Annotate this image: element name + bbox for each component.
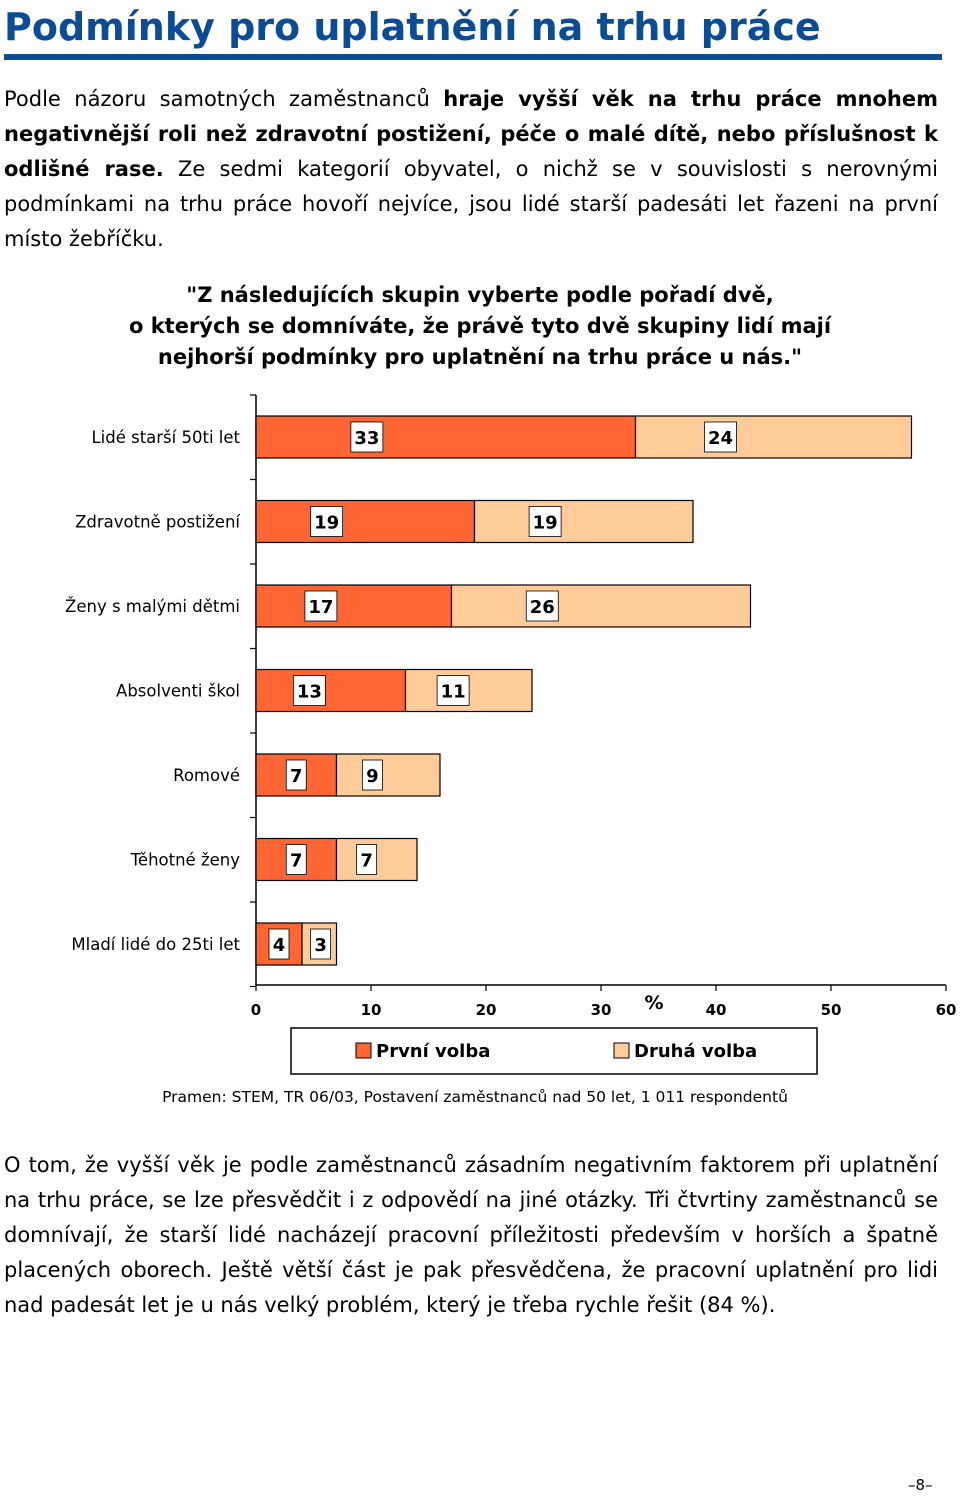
category-label: Zdravotně postižení: [75, 513, 241, 532]
bar-chart: 0 10 20 30 40 50 60% Lidé starší 50ti let 33 24 Zd…: [65, 394, 957, 1075]
data-label: 26: [530, 597, 555, 618]
category-label: Absolventi škol: [116, 682, 240, 701]
category-label: Lidé starší 50ti let: [91, 428, 240, 447]
data-label: 33: [354, 428, 379, 449]
question-line-3: nejhorší podmínky pro uplatnění na trhu …: [157, 345, 803, 369]
data-label-box: [704, 421, 737, 453]
data-label: 7: [360, 851, 373, 872]
bar-first-choice: [255, 584, 453, 628]
category-label: Ženy s malými dětmi: [65, 597, 240, 616]
source-note: Pramen: STEM, TR 06/03, Postavení zaměst…: [162, 1088, 788, 1106]
page-title: Podmínky pro uplatnění na trhu práce: [4, 5, 821, 49]
data-label-box: [361, 759, 383, 791]
x-tick-label: 10: [361, 1001, 382, 1019]
data-label: 4: [273, 935, 286, 956]
intro-text-start: Podle názoru samotných zaměstnanců: [4, 87, 444, 111]
category-label: Mladí lidé do 25ti let: [71, 935, 240, 954]
data-label: 17: [308, 597, 333, 618]
data-label-box: [268, 928, 290, 960]
legend-swatch: [613, 1042, 630, 1059]
survey-question: "Z následujících skupin vyberte podle po…: [0, 280, 960, 373]
data-label: 13: [297, 682, 322, 703]
legend-label: Druhá volba: [634, 1041, 757, 1062]
data-label-box: [356, 844, 378, 875]
legend-box: [290, 1027, 818, 1075]
data-label-box: [528, 506, 562, 537]
data-label: 3: [314, 935, 327, 956]
bar-first-choice: [255, 668, 407, 713]
bar-second-choice: [450, 584, 752, 628]
data-label: 19: [314, 513, 339, 534]
data-label: 11: [441, 682, 466, 703]
data-label-box: [292, 675, 326, 706]
data-label: 19: [533, 513, 558, 534]
data-label-box: [304, 590, 338, 622]
legend-label: První volba: [376, 1041, 490, 1062]
data-label: 7: [290, 766, 303, 787]
x-tick-label: 40: [706, 1001, 727, 1019]
title-underline: [4, 54, 942, 60]
x-tick-label: 0: [251, 1001, 261, 1019]
bar-second-choice: [473, 499, 694, 544]
data-label-box: [525, 590, 559, 622]
intro-paragraph: Podle názoru samotných zaměstnanců hraje…: [4, 82, 938, 257]
x-axis-label: %: [644, 992, 663, 1014]
question-line-1: "Z následujících skupin vyberte podle po…: [186, 283, 774, 307]
question-line-2: o kterých se domníváte, že právě tyto dv…: [128, 314, 832, 338]
data-label-box: [285, 844, 307, 875]
x-tick-label: 50: [821, 1001, 842, 1019]
data-label-box: [436, 675, 470, 706]
data-label-box: [350, 421, 384, 453]
intro-bold-text: hraje vyšší věk na trhu práce mnohem neg…: [4, 87, 938, 181]
data-label-box: [310, 928, 332, 960]
category-label: Romové: [173, 766, 240, 785]
page-number: –8–: [908, 1476, 933, 1494]
closing-paragraph: O tom, že vyšší věk je podle zaměstnanců…: [4, 1153, 938, 1317]
x-tick-label: 30: [591, 1001, 612, 1019]
data-label-box: [310, 506, 344, 537]
data-label: 24: [708, 428, 733, 449]
data-label: 9: [366, 766, 379, 787]
category-label: Těhotné ženy: [130, 851, 241, 870]
intro-text-end: Ze sedmi kategorií obyvatel, o nichž se …: [4, 157, 938, 251]
x-tick-label: 60: [936, 1001, 957, 1019]
legend-swatch: [355, 1042, 372, 1059]
bar-first-choice: [255, 499, 476, 544]
data-label-box: [285, 759, 307, 791]
x-tick-label: 20: [476, 1001, 497, 1019]
bar-second-choice: [335, 753, 441, 797]
bar-first-choice: [255, 415, 637, 459]
data-label: 7: [290, 851, 303, 872]
bar-second-choice: [634, 415, 913, 459]
